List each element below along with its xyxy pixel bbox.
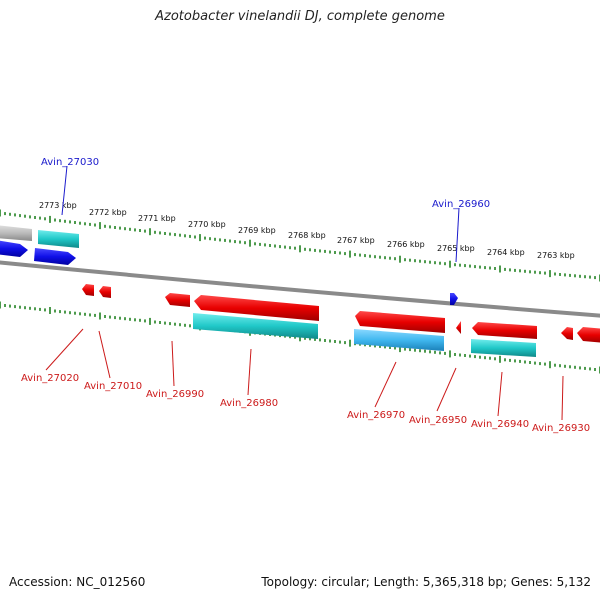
- tick-labels: 2773 kbp 2772 kbp 2771 kbp 2770 kbp 2769…: [39, 201, 575, 260]
- scale-ring-upper: [0, 209, 600, 282]
- gene-label-reverse[interactable]: Avin_27010: [84, 381, 142, 392]
- gene-arrow-forward: [0, 240, 28, 257]
- gene-arrow-reverse-avin-26970[interactable]: [355, 311, 445, 333]
- forward-strand-features: [0, 225, 458, 305]
- genome-backbone: [0, 260, 600, 318]
- gene-label-reverse[interactable]: Avin_26980: [220, 398, 278, 409]
- gene-arrow-reverse-avin-27010[interactable]: [99, 286, 111, 298]
- gene-label-reverse[interactable]: Avin_26950: [409, 415, 467, 426]
- leader-line: [171, 340, 175, 387]
- reverse-strand-features: [82, 284, 600, 357]
- tick-label: 2773 kbp: [39, 201, 77, 210]
- cds-block: [471, 339, 536, 357]
- tick-label: 2769 kbp: [238, 226, 276, 235]
- leader-line: [436, 367, 457, 412]
- cds-block: [354, 329, 444, 351]
- tick-label: 2768 kbp: [288, 231, 326, 240]
- tick-label: 2770 kbp: [188, 220, 226, 229]
- genome-stats-label: Topology: circular; Length: 5,365,318 bp…: [261, 575, 591, 589]
- tick-label: 2765 kbp: [437, 244, 475, 253]
- gene-label-reverse[interactable]: Avin_26930: [532, 423, 590, 434]
- leader-line: [561, 375, 564, 421]
- cds-block: [193, 313, 318, 339]
- gene-arrow-reverse-avin-26950[interactable]: [456, 321, 461, 334]
- gene-label-reverse[interactable]: Avin_26990: [146, 389, 204, 400]
- leader-line: [455, 207, 460, 263]
- leader-line: [247, 348, 252, 396]
- leader-line: [45, 328, 84, 371]
- leader-line: [61, 165, 68, 216]
- feature-grey: [0, 225, 32, 241]
- label-leaders: [45, 165, 564, 421]
- gene-arrow-reverse-avin-26930[interactable]: [561, 327, 573, 340]
- leader-line: [98, 330, 111, 379]
- gene-arrow-reverse[interactable]: [577, 327, 600, 343]
- gene-label-reverse[interactable]: Avin_27020: [21, 373, 79, 384]
- tick-label: 2772 kbp: [89, 208, 127, 217]
- gene-label-forward[interactable]: Avin_26960: [432, 199, 490, 210]
- cds-block: [38, 230, 79, 248]
- tick-label: 2763 kbp: [537, 251, 575, 260]
- genome-title: Azotobacter vinelandii DJ, complete geno…: [155, 9, 445, 24]
- leader-line: [374, 361, 397, 408]
- gene-arrow-reverse-avin-26990[interactable]: [165, 293, 190, 307]
- accession-label: Accession: NC_012560: [9, 575, 146, 589]
- tick-label: 2767 kbp: [337, 236, 375, 245]
- gene-arrow-forward-avin-26960[interactable]: [450, 293, 458, 305]
- gene-label-reverse[interactable]: Avin_26940: [471, 419, 529, 430]
- tick-label: 2766 kbp: [387, 240, 425, 249]
- gene-label-reverse[interactable]: Avin_26970: [347, 410, 405, 421]
- gene-label-forward[interactable]: Avin_27030: [41, 157, 99, 168]
- gene-arrow-reverse-avin-27020[interactable]: [82, 284, 94, 296]
- tick-label: 2771 kbp: [138, 214, 176, 223]
- gene-arrow-reverse-avin-26980[interactable]: [194, 295, 319, 321]
- gene-arrow-forward-avin-27030[interactable]: [34, 248, 76, 265]
- tick-label: 2764 kbp: [487, 248, 525, 257]
- gene-arrow-reverse-avin-26940[interactable]: [472, 322, 537, 339]
- gene-labels: Avin_27030 Avin_26960 Avin_27020 Avin_27…: [21, 157, 590, 434]
- leader-line: [497, 371, 503, 417]
